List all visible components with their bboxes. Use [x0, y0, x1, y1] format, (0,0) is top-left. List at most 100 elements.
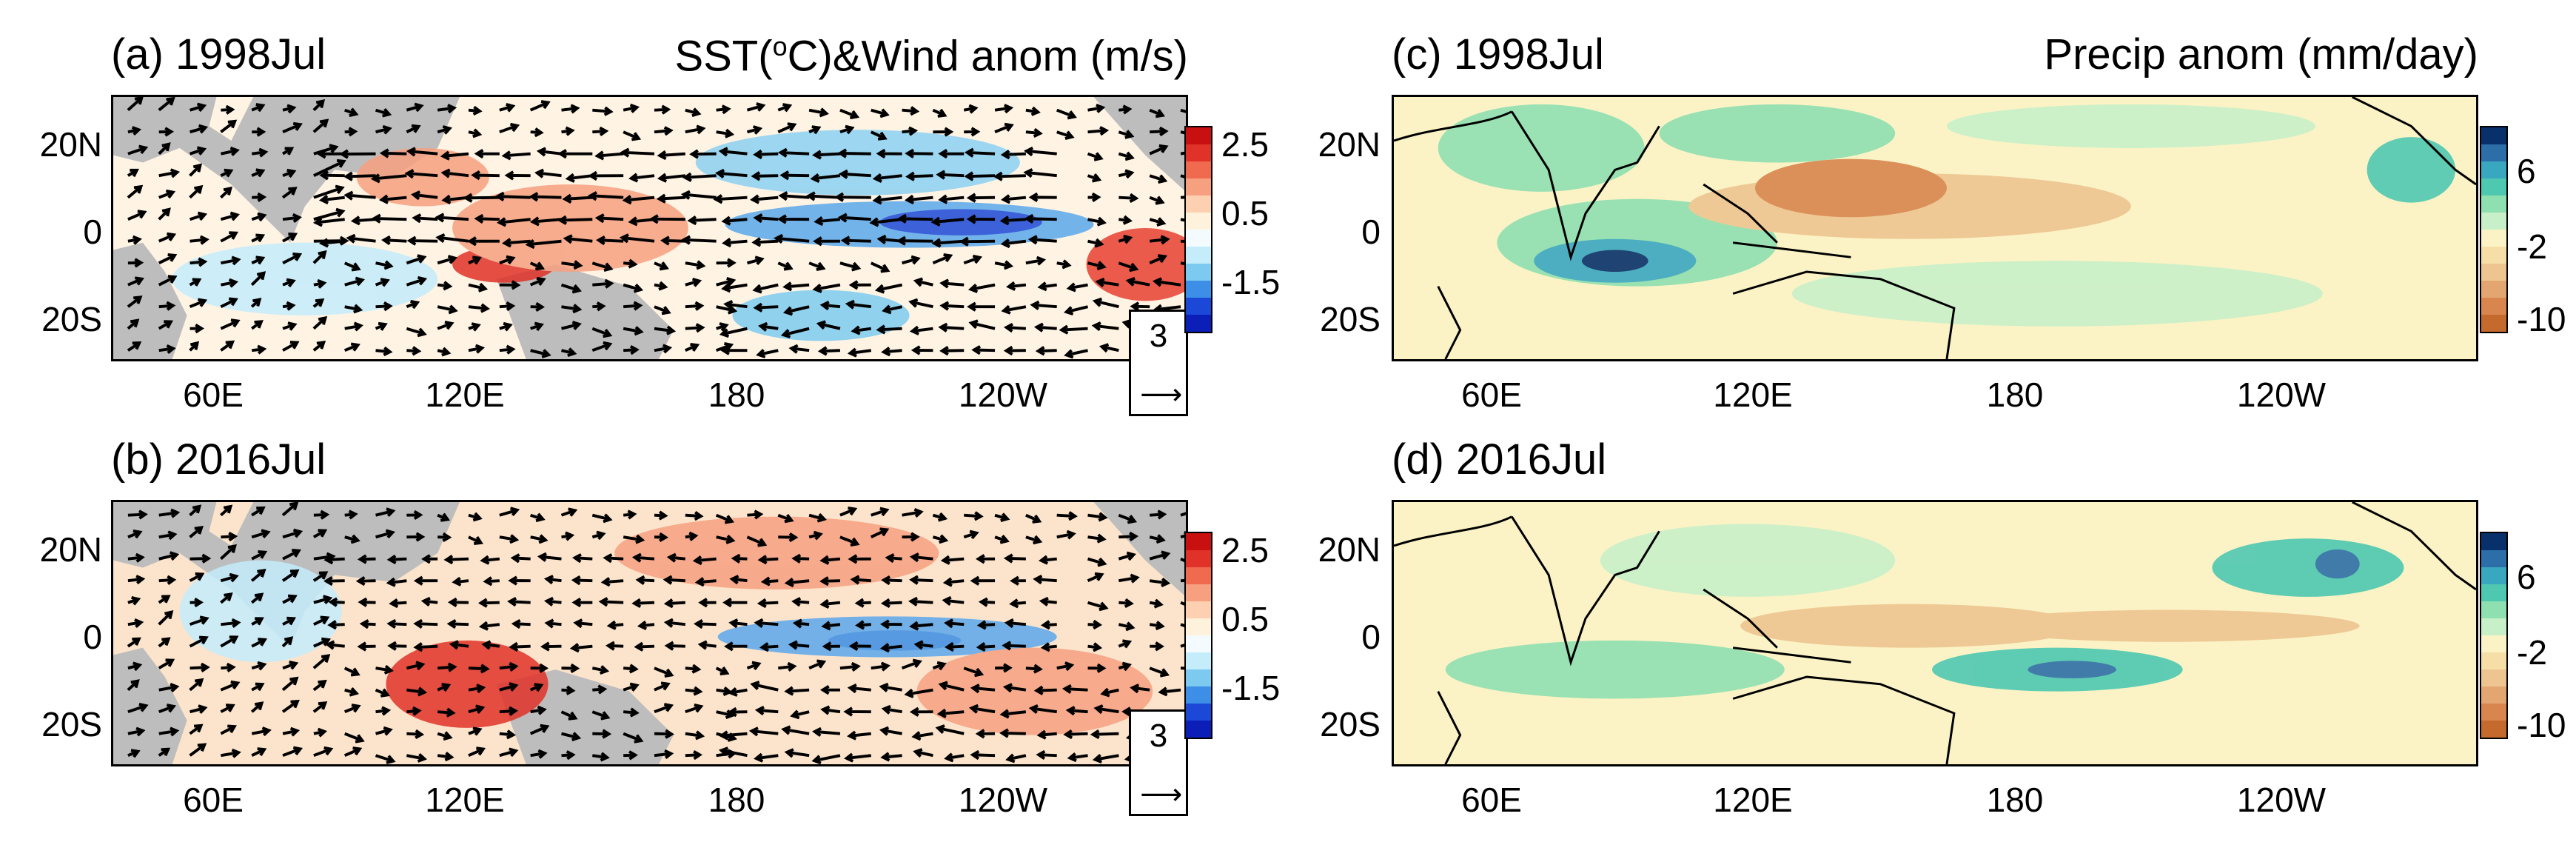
- wind-vector: [1087, 663, 1107, 673]
- wind-vector: [729, 575, 748, 585]
- wind-vector: [158, 127, 175, 137]
- wind-vector: [370, 173, 407, 184]
- wind-vector: [1087, 192, 1101, 203]
- wind-vector: [994, 260, 1014, 270]
- wind-vector: [817, 346, 841, 356]
- wind-vector: [158, 207, 171, 221]
- wind-vector: [158, 658, 175, 669]
- wind-vector: [938, 681, 965, 692]
- wind-vector: [909, 325, 933, 335]
- wind-vector: [468, 535, 483, 545]
- wind-vector: [758, 321, 779, 332]
- ref-vector-magnitude: 3: [1149, 718, 1168, 754]
- wind-vector: [343, 666, 360, 677]
- colorbar-segment: [2481, 178, 2506, 196]
- wind-vector: [780, 327, 810, 338]
- wind-vector: [189, 678, 204, 692]
- wind-vector: [870, 261, 890, 273]
- wind-vector: [318, 194, 345, 204]
- wind-vector: [905, 194, 933, 205]
- lat-label-20n: 20N: [39, 125, 102, 164]
- wind-vector: [221, 532, 238, 542]
- wind-vector: [654, 729, 674, 739]
- wind-vector: [778, 661, 797, 672]
- wind-vector: [221, 618, 241, 629]
- wind-vector: [282, 278, 296, 287]
- panel-b-title: (b) 2016Jul: [111, 435, 326, 484]
- wind-vector: [931, 238, 965, 248]
- wind-vector: [158, 637, 171, 648]
- wind-vector: [529, 276, 546, 287]
- colorbar-segment: [1186, 178, 1211, 196]
- wind-vector: [343, 261, 361, 272]
- wind-vector: [909, 552, 933, 563]
- wind-vector: [358, 597, 376, 607]
- wind-vector: [480, 555, 500, 565]
- wind-vector: [746, 125, 763, 135]
- wind-vector: [685, 301, 705, 311]
- wind-vector: [534, 168, 562, 178]
- wind-vector: [375, 507, 396, 518]
- wind-vector: [406, 147, 438, 157]
- sst-anomaly-patches: [172, 130, 1186, 341]
- wind-vector: [932, 512, 948, 522]
- wind-vector: [437, 731, 453, 741]
- wind-vector: [727, 706, 748, 718]
- colorbar-segment: [2481, 704, 2506, 721]
- wind-vector: [657, 173, 686, 183]
- wind-vector: [932, 534, 949, 544]
- wind-vector: [468, 322, 481, 332]
- wind-vector: [808, 261, 826, 272]
- wind-vector: [715, 513, 734, 524]
- wind-vector: [880, 598, 902, 609]
- wind-vector: [375, 301, 393, 312]
- wind-vector: [281, 636, 294, 648]
- precip-colorbar-label-high: 6: [2517, 152, 2536, 190]
- wind-vector: [1149, 217, 1167, 227]
- wind-vector: [1028, 704, 1057, 714]
- wind-vector: [158, 232, 177, 243]
- wind-vector: [1118, 639, 1133, 649]
- wind-vector: [971, 345, 996, 355]
- wind-vector: [530, 749, 548, 759]
- wind-vector: [127, 318, 140, 330]
- wind-vector: [499, 255, 516, 265]
- sst-wind-map-1998: [113, 97, 1186, 359]
- lon-label-60e: 60E: [183, 781, 244, 819]
- wind-vector: [413, 575, 438, 586]
- wind-vector: [471, 170, 500, 181]
- wind-vector: [966, 193, 996, 203]
- wind-vector: [909, 621, 933, 631]
- wind-vector: [282, 321, 298, 331]
- wind-vector: [746, 255, 765, 266]
- precip-anomaly-patches: [1445, 524, 2404, 699]
- wind-vector: [158, 530, 178, 541]
- wind-vector: [722, 238, 748, 248]
- wind-vector: [437, 683, 452, 692]
- wind-vector: [938, 322, 965, 333]
- wind-vector: [792, 618, 810, 629]
- wind-vector: [847, 684, 871, 694]
- wind-vector: [404, 169, 438, 179]
- lon-label-120w: 120W: [958, 375, 1048, 414]
- wind-vector: [127, 184, 144, 199]
- wind-vector: [840, 235, 871, 246]
- wind-vector: [970, 684, 996, 694]
- wind-vector: [1180, 579, 1186, 583]
- wind-vector: [319, 238, 345, 248]
- wind-vector: [820, 705, 841, 715]
- wind-vector: [623, 682, 640, 692]
- wind-vector: [561, 260, 583, 270]
- wind-vector: [499, 747, 519, 758]
- wind-vector: [406, 102, 424, 113]
- wind-vector: [252, 127, 266, 137]
- wind-vector: [282, 233, 298, 243]
- wind-vector: [944, 752, 965, 763]
- wind-vector: [967, 301, 996, 312]
- lon-label-60e: 60E: [1461, 375, 1522, 414]
- panel-a-heading: SST(oC)&Wind anom (m/s): [592, 33, 1188, 78]
- wind-vector: [654, 666, 674, 678]
- wind-vector: [779, 170, 810, 181]
- wind-vector: [839, 535, 860, 547]
- wind-vector: [406, 686, 428, 697]
